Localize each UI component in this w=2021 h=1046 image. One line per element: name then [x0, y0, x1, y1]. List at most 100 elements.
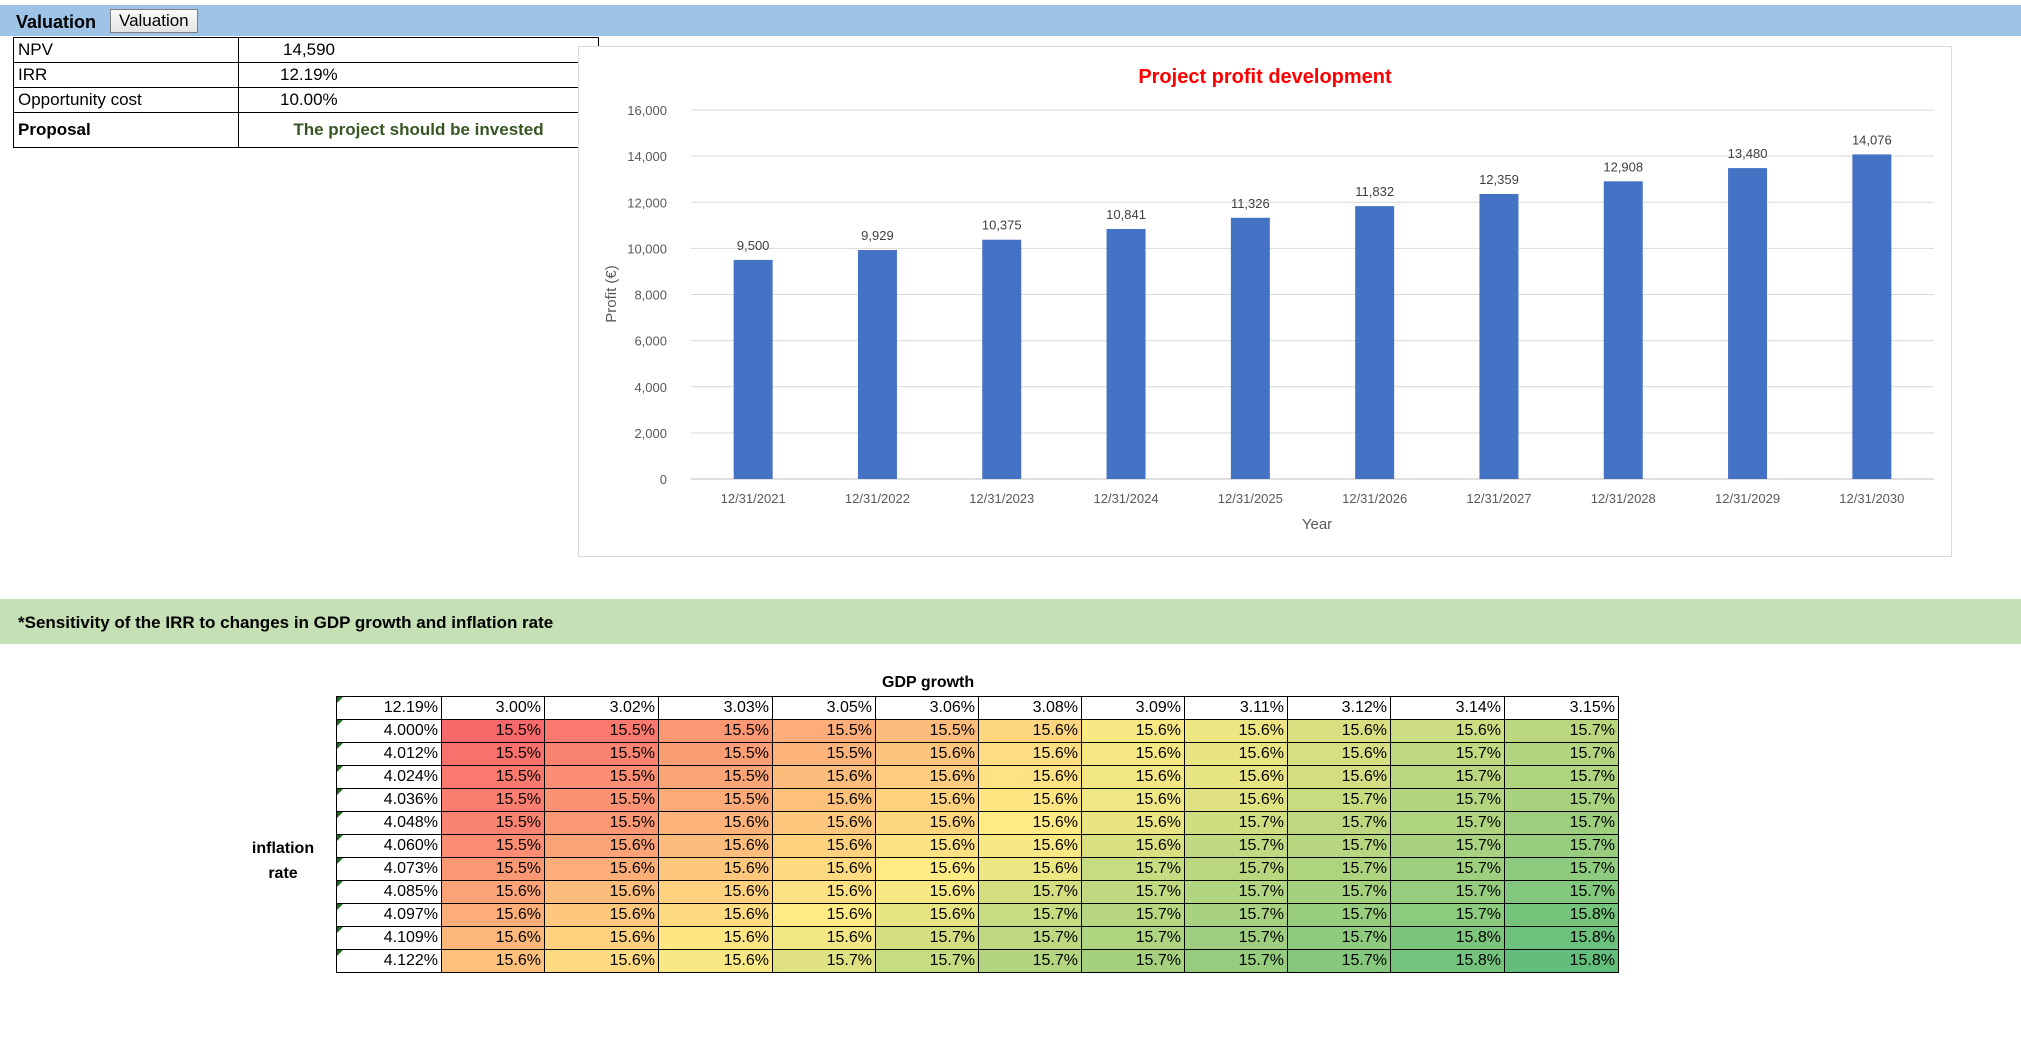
sensitivity-irr-cell[interactable]: 15.7% — [978, 926, 1082, 950]
sensitivity-irr-cell[interactable]: 15.7% — [1184, 949, 1288, 973]
chart-bar[interactable] — [1230, 217, 1270, 479]
sensitivity-irr-cell[interactable]: 15.6% — [658, 811, 773, 835]
sensitivity-irr-cell[interactable]: 15.7% — [1287, 857, 1391, 881]
sensitivity-irr-cell[interactable]: 15.6% — [1184, 765, 1288, 789]
sensitivity-irr-cell[interactable]: 15.7% — [1504, 834, 1619, 858]
sensitivity-irr-cell[interactable]: 15.6% — [978, 788, 1082, 812]
sensitivity-irr-cell[interactable]: 15.6% — [441, 949, 545, 973]
sensitivity-irr-cell[interactable]: 15.7% — [1390, 811, 1505, 835]
sensitivity-irr-cell[interactable]: 15.6% — [544, 857, 659, 881]
gdp-growth-header-cell[interactable]: 3.08% — [978, 696, 1082, 720]
sensitivity-irr-cell[interactable]: 15.7% — [1184, 811, 1288, 835]
sensitivity-irr-cell[interactable]: 15.7% — [772, 949, 876, 973]
sensitivity-irr-cell[interactable]: 15.6% — [544, 949, 659, 973]
inflation-rate-header-cell[interactable]: 4.073% — [336, 857, 442, 881]
sensitivity-irr-cell[interactable]: 15.6% — [978, 719, 1082, 743]
sensitivity-irr-cell[interactable]: 15.6% — [772, 811, 876, 835]
inflation-rate-header-cell[interactable]: 4.085% — [336, 880, 442, 904]
sensitivity-irr-cell[interactable]: 15.7% — [1081, 926, 1185, 950]
sensitivity-irr-cell[interactable]: 15.7% — [875, 926, 979, 950]
sensitivity-irr-cell[interactable]: 15.6% — [544, 926, 659, 950]
inflation-rate-header-cell[interactable]: 4.000% — [336, 719, 442, 743]
sensitivity-irr-cell[interactable]: 15.6% — [875, 788, 979, 812]
sensitivity-irr-cell[interactable]: 15.8% — [1504, 903, 1619, 927]
sensitivity-irr-cell[interactable]: 15.6% — [544, 880, 659, 904]
sensitivity-irr-cell[interactable]: 15.7% — [1390, 742, 1505, 766]
sensitivity-irr-cell[interactable]: 15.6% — [441, 880, 545, 904]
sensitivity-irr-cell[interactable]: 15.6% — [1081, 811, 1185, 835]
sensitivity-irr-cell[interactable]: 15.6% — [875, 834, 979, 858]
sensitivity-irr-cell[interactable]: 15.7% — [978, 949, 1082, 973]
sensitivity-irr-cell[interactable]: 15.6% — [875, 811, 979, 835]
sensitivity-irr-cell[interactable]: 15.7% — [1184, 926, 1288, 950]
sensitivity-irr-cell[interactable]: 15.6% — [658, 926, 773, 950]
sensitivity-irr-cell[interactable]: 15.6% — [1390, 719, 1505, 743]
sensitivity-irr-cell[interactable]: 15.5% — [441, 811, 545, 835]
profit-chart[interactable]: 0 2,000 4,000 6,000 8,000 10,000 12,000 14,000 1… — [578, 46, 1952, 557]
sensitivity-irr-cell[interactable]: 15.7% — [1504, 788, 1619, 812]
sensitivity-irr-cell[interactable]: 15.6% — [1287, 742, 1391, 766]
sensitivity-irr-cell[interactable]: 15.5% — [658, 788, 773, 812]
gdp-growth-header-cell[interactable]: 3.06% — [875, 696, 979, 720]
inflation-rate-header-cell[interactable]: 4.024% — [336, 765, 442, 789]
opportunity-cost-value[interactable]: 10.00% — [238, 87, 599, 113]
sensitivity-irr-cell[interactable]: 15.6% — [1287, 765, 1391, 789]
sensitivity-irr-cell[interactable]: 15.6% — [1184, 742, 1288, 766]
sensitivity-irr-cell[interactable]: 15.7% — [1504, 857, 1619, 881]
sensitivity-irr-cell[interactable]: 15.6% — [1081, 742, 1185, 766]
sensitivity-irr-cell[interactable]: 15.6% — [1184, 788, 1288, 812]
inflation-rate-header-cell[interactable]: 4.048% — [336, 811, 442, 835]
sensitivity-irr-cell[interactable]: 15.5% — [441, 857, 545, 881]
sensitivity-irr-cell[interactable]: 15.7% — [1184, 857, 1288, 881]
sensitivity-irr-cell[interactable]: 15.5% — [441, 765, 545, 789]
sensitivity-irr-cell[interactable]: 15.5% — [772, 719, 876, 743]
gdp-growth-header-cell[interactable]: 3.09% — [1081, 696, 1185, 720]
sensitivity-irr-cell[interactable]: 15.6% — [658, 880, 773, 904]
sensitivity-irr-cell[interactable]: 15.8% — [1504, 949, 1619, 973]
chart-bar[interactable] — [1479, 193, 1519, 479]
sensitivity-irr-cell[interactable]: 15.5% — [441, 788, 545, 812]
sensitivity-irr-cell[interactable]: 15.7% — [1287, 926, 1391, 950]
sensitivity-irr-cell[interactable]: 15.7% — [1504, 880, 1619, 904]
sensitivity-irr-cell[interactable]: 15.5% — [441, 834, 545, 858]
chart-bar[interactable] — [1106, 228, 1146, 479]
sensitivity-irr-cell[interactable]: 15.5% — [544, 788, 659, 812]
sensitivity-irr-cell[interactable]: 15.7% — [1287, 880, 1391, 904]
sensitivity-irr-cell[interactable]: 15.7% — [1504, 742, 1619, 766]
sensitivity-irr-cell[interactable]: 15.5% — [544, 719, 659, 743]
chart-bar[interactable] — [1355, 206, 1395, 479]
sensitivity-irr-cell[interactable]: 15.6% — [1081, 719, 1185, 743]
sensitivity-irr-cell[interactable]: 15.7% — [1287, 834, 1391, 858]
inflation-rate-header-cell[interactable]: 4.036% — [336, 788, 442, 812]
proposal-label[interactable]: Proposal — [13, 112, 239, 148]
npv-label[interactable]: NPV — [13, 37, 239, 63]
sensitivity-irr-cell[interactable]: 15.6% — [441, 903, 545, 927]
sensitivity-irr-cell[interactable]: 15.7% — [1184, 903, 1288, 927]
sensitivity-irr-cell[interactable]: 15.6% — [875, 903, 979, 927]
sensitivity-irr-cell[interactable]: 15.7% — [875, 949, 979, 973]
gdp-growth-header-cell[interactable]: 3.03% — [658, 696, 773, 720]
sensitivity-irr-cell[interactable]: 15.6% — [772, 834, 876, 858]
chart-bar[interactable] — [857, 250, 897, 479]
sensitivity-irr-cell[interactable]: 15.7% — [1184, 834, 1288, 858]
gdp-growth-header-cell[interactable]: 3.15% — [1504, 696, 1619, 720]
sensitivity-irr-cell[interactable]: 15.8% — [1504, 926, 1619, 950]
sensitivity-irr-cell[interactable]: 15.6% — [658, 949, 773, 973]
sensitivity-irr-cell[interactable]: 15.6% — [1287, 719, 1391, 743]
sensitivity-irr-cell[interactable]: 15.6% — [875, 742, 979, 766]
sensitivity-irr-cell[interactable]: 15.7% — [1390, 880, 1505, 904]
sensitivity-irr-cell[interactable]: 15.7% — [1081, 949, 1185, 973]
chart-bar[interactable] — [1728, 168, 1768, 479]
sensitivity-irr-cell[interactable]: 15.6% — [544, 903, 659, 927]
irr-value[interactable]: 12.19% — [238, 62, 599, 88]
sensitivity-irr-cell[interactable]: 15.7% — [1390, 857, 1505, 881]
sensitivity-irr-cell[interactable]: 15.5% — [544, 811, 659, 835]
sensitivity-irr-cell[interactable]: 15.7% — [1081, 880, 1185, 904]
sensitivity-irr-cell[interactable]: 15.6% — [1081, 788, 1185, 812]
proposal-value[interactable]: The project should be invested — [238, 112, 599, 148]
sensitivity-irr-cell[interactable]: 15.6% — [978, 765, 1082, 789]
sensitivity-corner-irr[interactable]: 12.19% — [336, 696, 442, 720]
sensitivity-irr-cell[interactable]: 15.5% — [544, 765, 659, 789]
sensitivity-irr-cell[interactable]: 15.7% — [1390, 788, 1505, 812]
inflation-rate-header-cell[interactable]: 4.060% — [336, 834, 442, 858]
